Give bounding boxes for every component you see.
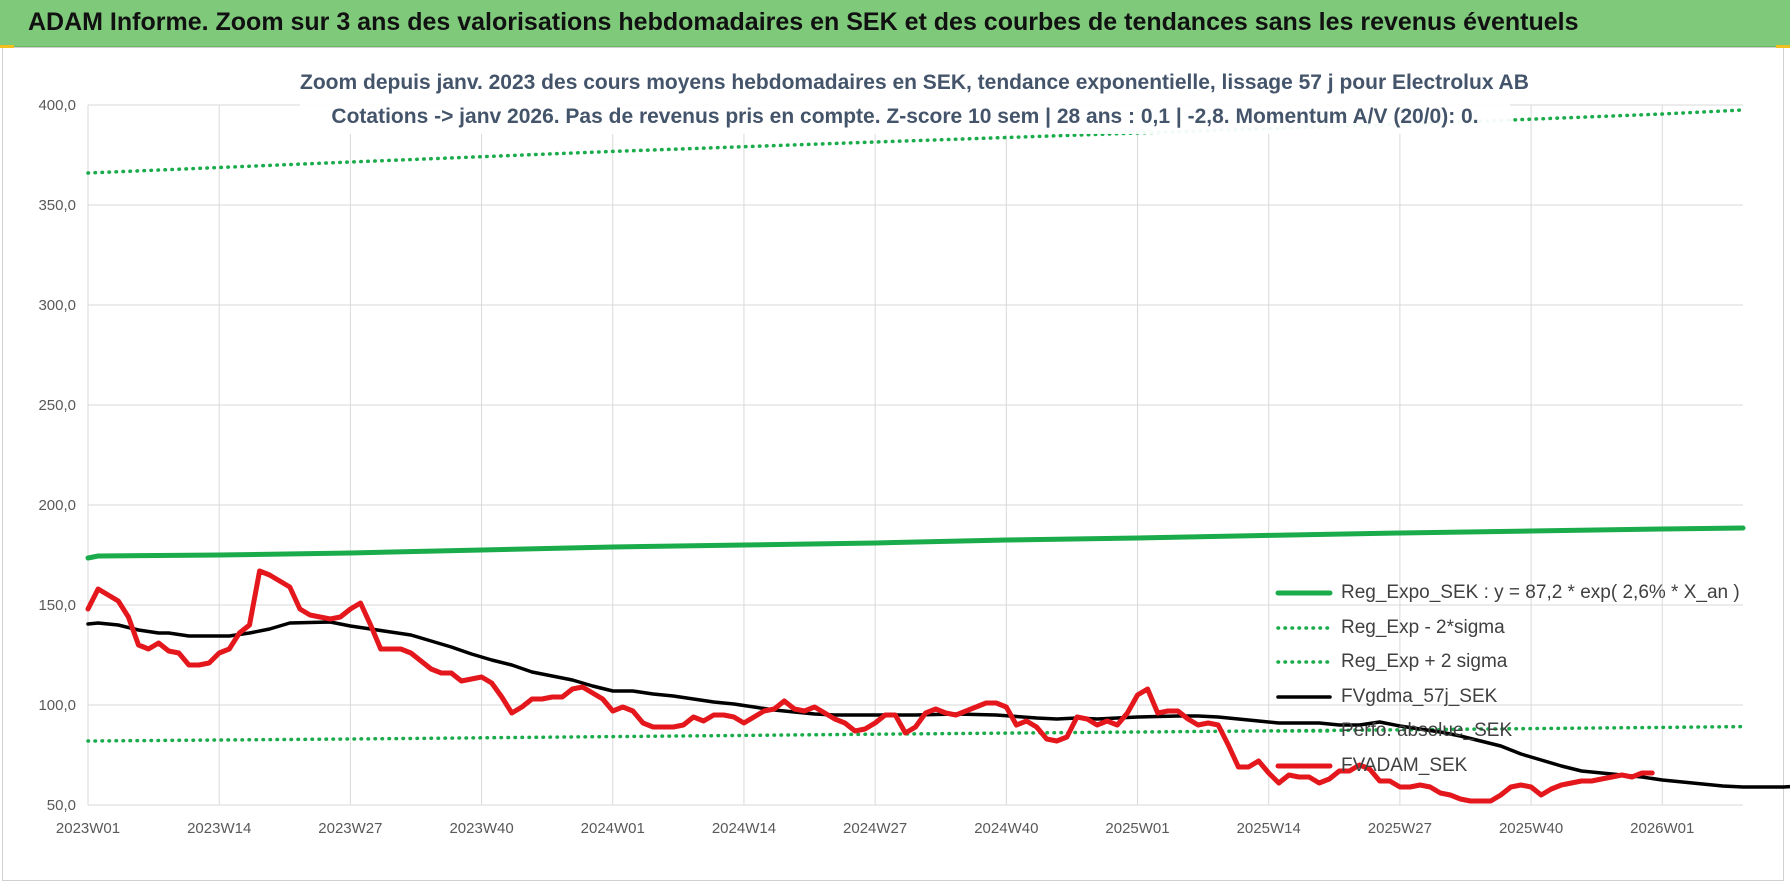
frame-corner-marker [0, 45, 14, 48]
chart-subtitle: Cotations -> janv 2026. Pas de revenus p… [300, 100, 1510, 134]
legend-label: Reg_Exp + 2 sigma [1341, 651, 1508, 673]
legend-entry: Perfo. absolue_SEK [1275, 714, 1775, 749]
series-line-0 [85, 525, 1746, 561]
legend-swatch [1276, 626, 1332, 630]
series-line-1 [86, 724, 1745, 743]
y-tick-label: 150,0 [38, 597, 76, 614]
chart-frame [2, 47, 1784, 881]
x-tick-label: 2023W14 [187, 820, 251, 837]
x-tick-label: 2025W27 [1368, 820, 1432, 837]
legend-swatch [1276, 729, 1332, 733]
series-line-2 [86, 108, 1745, 175]
legend-entry: Reg_Expo_SEK : y = 87,2 * exp( 2,6% * X_… [1275, 576, 1775, 611]
chart-title-block: Zoom depuis janv. 2023 des cours moyens … [300, 66, 1529, 134]
x-tick-label: 2024W40 [974, 820, 1038, 837]
y-tick-label: 350,0 [38, 197, 76, 214]
legend-entry: Reg_Exp - 2*sigma [1275, 611, 1775, 646]
y-tick-label: 250,0 [38, 397, 76, 414]
legend-label: FVADAM_SEK [1341, 754, 1468, 776]
y-tick-label: 200,0 [38, 497, 76, 514]
frame-corner-marker [1776, 45, 1790, 48]
series-line-5 [85, 568, 1655, 804]
x-tick-label: 2025W14 [1237, 820, 1301, 837]
y-tick-label: 50,0 [47, 797, 76, 814]
legend-swatch [1275, 763, 1333, 769]
x-tick-label: 2024W27 [843, 820, 907, 837]
x-tick-label: 2023W01 [56, 820, 120, 837]
x-tick-label: 2026W01 [1630, 820, 1694, 837]
chart-legend: Reg_Expo_SEK : y = 87,2 * exp( 2,6% * X_… [1275, 576, 1775, 783]
legend-entry: FVgdma_57j_SEK [1275, 680, 1775, 715]
legend-label: Perfo. absolue_SEK [1341, 720, 1513, 742]
y-tick-label: 400,0 [38, 97, 76, 114]
report-banner: ADAM Informe. Zoom sur 3 ans des valoris… [0, 0, 1790, 47]
x-tick-label: 2024W01 [581, 820, 645, 837]
x-tick-label: 2025W40 [1499, 820, 1563, 837]
legend-swatch [1275, 590, 1333, 596]
x-tick-label: 2023W27 [318, 820, 382, 837]
x-tick-label: 2024W14 [712, 820, 776, 837]
x-tick-label: 2023W40 [449, 820, 513, 837]
chart-title: Zoom depuis janv. 2023 des cours moyens … [300, 66, 1529, 100]
y-tick-label: 300,0 [38, 297, 76, 314]
legend-entry: FVADAM_SEK [1275, 749, 1775, 784]
legend-label: Reg_Expo_SEK : y = 87,2 * exp( 2,6% * X_… [1341, 582, 1740, 604]
legend-swatch [1276, 695, 1332, 699]
legend-label: FVgdma_57j_SEK [1341, 685, 1498, 707]
legend-swatch [1276, 660, 1332, 664]
report-title: ADAM Informe. Zoom sur 3 ans des valoris… [28, 8, 1579, 36]
legend-label: Reg_Exp - 2*sigma [1341, 616, 1505, 638]
legend-entry: Reg_Exp + 2 sigma [1275, 645, 1775, 680]
y-tick-label: 100,0 [38, 697, 76, 714]
x-tick-label: 2025W01 [1105, 820, 1169, 837]
